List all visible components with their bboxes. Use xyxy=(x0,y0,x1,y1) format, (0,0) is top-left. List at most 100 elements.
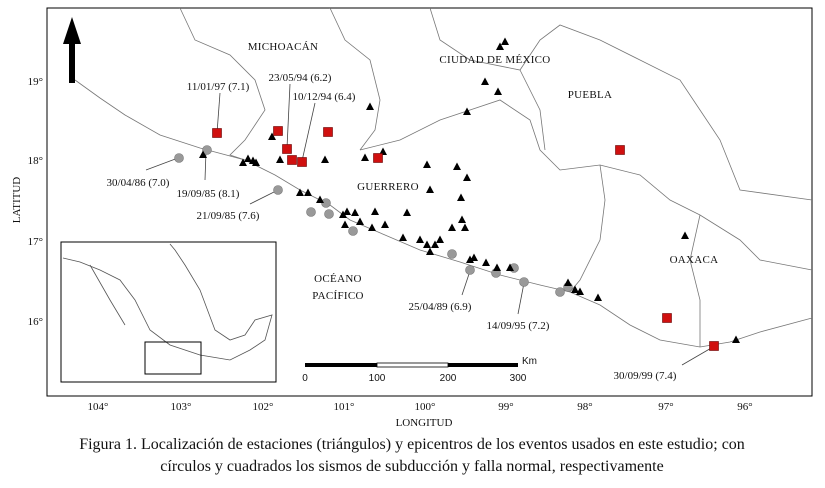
epicenter-normal xyxy=(373,153,383,163)
station xyxy=(426,185,434,193)
x-tick-label: 100° xyxy=(415,401,436,413)
station xyxy=(371,207,379,215)
epicenter-normal xyxy=(709,341,719,351)
epicenter-normal xyxy=(297,157,307,167)
caption: círculos y cuadrados los sismos de subdu… xyxy=(160,458,663,475)
region-label: MICHOACÁN xyxy=(248,41,319,53)
epicenter-subduction xyxy=(202,145,212,155)
epicenter-normal xyxy=(323,127,333,137)
region-label: OAXACA xyxy=(670,254,719,266)
region-label: PACÍFICO xyxy=(312,290,364,302)
scale-tick-label: 100 xyxy=(369,373,386,384)
event-label: 11/01/97 (7.1) xyxy=(187,81,250,93)
epicenter-subduction xyxy=(519,277,529,287)
station xyxy=(321,155,329,163)
x-tick-label: 104° xyxy=(88,401,109,413)
x-tick-label: 103° xyxy=(171,401,192,413)
y-tick-label: 19° xyxy=(28,76,43,88)
station xyxy=(481,77,489,85)
station xyxy=(366,102,374,110)
borders xyxy=(74,7,813,348)
station xyxy=(571,285,579,293)
x-axis-label: LONGITUD xyxy=(396,417,453,429)
station xyxy=(453,162,461,170)
station xyxy=(436,235,444,243)
station xyxy=(368,223,376,231)
station xyxy=(496,42,504,50)
epicenter-subduction xyxy=(324,209,334,219)
markers xyxy=(174,37,740,351)
station xyxy=(403,208,411,216)
epicenter-subduction xyxy=(174,153,184,163)
station xyxy=(463,107,471,115)
event-label: 30/04/86 (7.0) xyxy=(107,177,170,189)
x-tick-label: 96° xyxy=(737,401,752,413)
station xyxy=(501,37,509,45)
event-label: 25/04/89 (6.9) xyxy=(409,301,472,313)
y-tick-label: 18° xyxy=(28,155,43,167)
station xyxy=(423,160,431,168)
epicenter-subduction xyxy=(273,185,283,195)
y-axis-label: LATITUD xyxy=(11,177,23,223)
event-label: 30/09/99 (7.4) xyxy=(614,370,677,382)
station xyxy=(361,153,369,161)
station xyxy=(239,158,247,166)
station xyxy=(431,240,439,248)
y-tick-label: 16° xyxy=(28,316,43,328)
event-label: 14/09/95 (7.2) xyxy=(487,320,550,332)
station xyxy=(458,215,466,223)
region-label: GUERRERO xyxy=(357,181,419,193)
station xyxy=(423,240,431,248)
station xyxy=(448,223,456,231)
station xyxy=(244,154,252,162)
station xyxy=(276,155,284,163)
station xyxy=(268,132,276,140)
region-label: PUEBLA xyxy=(568,89,613,101)
station xyxy=(316,195,324,203)
x-tick-label: 101° xyxy=(334,401,355,413)
station xyxy=(681,231,689,239)
epicenter-subduction xyxy=(306,207,316,217)
region-label: CIUDAD DE MÉXICO xyxy=(439,54,550,66)
station xyxy=(461,223,469,231)
scale-tick-label: 0 xyxy=(302,373,308,384)
station xyxy=(296,188,304,196)
event-label: 10/12/94 (6.4) xyxy=(293,91,356,103)
station xyxy=(594,293,602,301)
epicenter-normal xyxy=(615,145,625,155)
region-label: OCÉANO xyxy=(314,273,362,285)
epicenter-normal xyxy=(273,126,283,136)
event-label: 23/05/94 (6.2) xyxy=(269,72,332,84)
station xyxy=(482,258,490,266)
station xyxy=(399,233,407,241)
station xyxy=(457,193,465,201)
station xyxy=(564,278,572,286)
station xyxy=(341,220,349,228)
caption: Figura 1. Localización de estaciones (tr… xyxy=(79,436,745,453)
y-tick-label: 17° xyxy=(28,236,43,248)
region-labels: MICHOACÁN CIUDAD DE MÉXICO PUEBLA GUERRE… xyxy=(248,41,719,302)
station xyxy=(339,210,347,218)
inset-map xyxy=(60,241,277,383)
axis-labels: 104° 103° 102° 101° 100° 99° 98° 97° 96°… xyxy=(11,76,753,429)
epicenter-subduction xyxy=(465,265,475,275)
north-arrow xyxy=(63,17,81,83)
scale-bar xyxy=(305,362,518,368)
station xyxy=(466,255,474,263)
x-tick-label: 99° xyxy=(498,401,513,413)
station xyxy=(470,253,478,261)
scale-unit: Km xyxy=(522,356,537,367)
station xyxy=(199,150,207,158)
station xyxy=(252,158,260,166)
epicenter-normal xyxy=(287,155,297,165)
scale-tick-label: 200 xyxy=(440,373,457,384)
station xyxy=(416,235,424,243)
epicenter-normal xyxy=(662,313,672,323)
station xyxy=(494,87,502,95)
x-tick-label: 97° xyxy=(658,401,673,413)
station xyxy=(426,247,434,255)
event-labels: 11/01/97 (7.1) 23/05/94 (6.2) 10/12/94 (… xyxy=(107,72,677,382)
station xyxy=(493,263,501,271)
epicenter-subduction xyxy=(555,287,565,297)
station xyxy=(381,220,389,228)
